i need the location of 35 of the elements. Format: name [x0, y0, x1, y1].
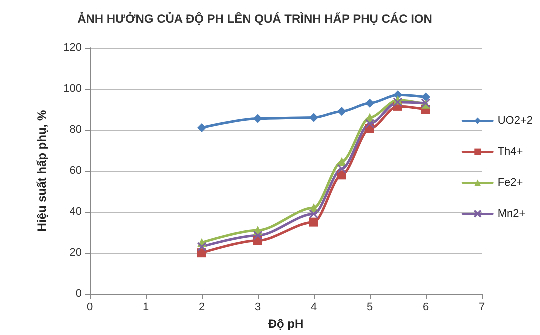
x-tick-label: 2	[198, 302, 206, 314]
x-tick-label: 4	[310, 302, 318, 314]
x-axis-title: Độ pH	[268, 317, 304, 331]
y-tick-label: 120	[64, 42, 82, 54]
point	[197, 242, 207, 252]
legend-label: Fe2+	[498, 177, 524, 189]
y-tick-label: 100	[64, 83, 82, 96]
point	[393, 98, 403, 108]
y-tick-label: 0	[76, 288, 82, 300]
y-tick-label: 20	[70, 247, 82, 260]
x-tick-label: 7	[478, 302, 486, 314]
point	[198, 123, 206, 132]
y-tick-label: 80	[70, 124, 82, 136]
chart-title: ẢNH HƯỞNG CỦA ĐỘ PH LÊN QUÁ TRÌNH HẤP PHỤ CÁC ION	[78, 12, 432, 26]
legend-label: Mn2+	[498, 208, 526, 220]
point	[309, 209, 319, 219]
point	[365, 119, 375, 129]
point	[253, 230, 263, 240]
legend-label: UO2+2	[498, 115, 534, 127]
y-axis-title: Hiệu suất hấp phụ, %	[35, 110, 49, 232]
point	[422, 92, 430, 102]
point	[254, 114, 262, 124]
point	[310, 218, 318, 227]
legend-label: Th4+	[498, 146, 524, 158]
point	[338, 107, 346, 116]
x-tick-label: 5	[366, 302, 374, 314]
y-tick-label: 60	[70, 165, 82, 178]
y-tick-label: 40	[70, 206, 82, 218]
point	[366, 98, 374, 108]
x-tick-label: 1	[142, 302, 150, 314]
point	[310, 113, 318, 122]
point	[337, 164, 347, 174]
x-tick-label: 6	[422, 302, 430, 314]
x-tick-label: 0	[86, 302, 94, 314]
x-tick-label: 3	[254, 302, 262, 314]
